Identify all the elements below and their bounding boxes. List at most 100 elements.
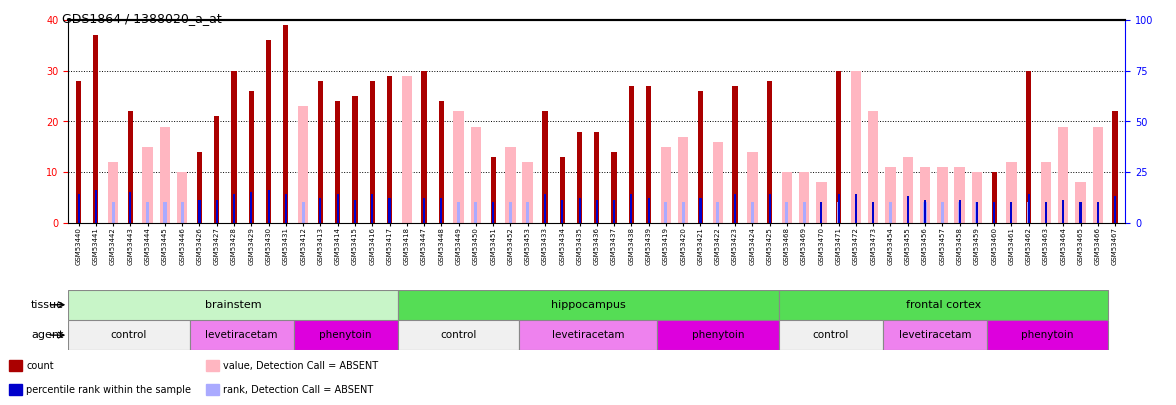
Bar [612, 152, 616, 223]
Bar [1045, 202, 1047, 223]
Text: control: control [813, 330, 849, 340]
Bar [160, 126, 171, 223]
Bar [298, 107, 308, 223]
Bar [579, 198, 581, 223]
Bar [181, 202, 183, 223]
Bar [767, 81, 773, 223]
Bar [112, 202, 115, 223]
Bar [492, 202, 494, 223]
Bar [596, 200, 597, 223]
Bar [189, 320, 294, 350]
Text: rank, Detection Call = ABSENT: rank, Detection Call = ABSENT [223, 385, 374, 395]
Bar [1027, 202, 1030, 223]
Bar [971, 172, 982, 223]
Bar [734, 194, 736, 223]
Text: phenytoin: phenytoin [691, 330, 744, 340]
Bar [454, 111, 463, 223]
Bar [128, 111, 133, 223]
Bar [95, 190, 96, 223]
Bar [883, 320, 987, 350]
Bar [750, 202, 754, 223]
Bar [1093, 126, 1103, 223]
Bar [679, 137, 688, 223]
Bar [178, 172, 187, 223]
Bar [987, 320, 1108, 350]
Bar [700, 198, 702, 223]
Bar [661, 147, 671, 223]
Bar [1075, 182, 1085, 223]
Bar [713, 142, 723, 223]
Bar [1028, 194, 1030, 223]
Bar [206, 384, 219, 395]
Bar [561, 200, 563, 223]
Bar [294, 320, 397, 350]
Bar [206, 360, 219, 371]
Bar [1058, 126, 1069, 223]
Bar [613, 200, 615, 223]
Bar [889, 202, 893, 223]
Bar [716, 202, 720, 223]
Bar [560, 157, 564, 223]
Text: levetiracetam: levetiracetam [552, 330, 624, 340]
Bar [199, 200, 201, 223]
Text: levetiracetam: levetiracetam [898, 330, 971, 340]
Bar [232, 71, 236, 223]
Bar [544, 194, 546, 223]
Text: phenytoin: phenytoin [319, 330, 372, 340]
Bar [335, 101, 340, 223]
Bar [397, 320, 519, 350]
Bar [747, 152, 757, 223]
Bar [779, 320, 883, 350]
Bar [9, 384, 21, 395]
Text: phenytoin: phenytoin [1021, 330, 1074, 340]
Bar [1114, 196, 1116, 223]
Bar [837, 194, 840, 223]
Text: agent: agent [31, 330, 64, 340]
Bar [388, 198, 390, 223]
Bar [1097, 202, 1098, 223]
Bar [490, 157, 496, 223]
Bar [129, 192, 132, 223]
Bar [850, 71, 861, 223]
Bar [519, 320, 657, 350]
Bar [439, 101, 445, 223]
Text: tissue: tissue [31, 300, 64, 310]
Bar [421, 71, 427, 223]
Bar [782, 172, 793, 223]
Bar [440, 198, 442, 223]
Bar [1041, 162, 1051, 223]
Bar [975, 202, 978, 223]
Bar [799, 172, 809, 223]
Bar [920, 167, 930, 223]
Bar [372, 194, 373, 223]
Bar [268, 190, 269, 223]
Bar [233, 194, 235, 223]
Bar [93, 36, 99, 223]
Bar [301, 202, 305, 223]
Bar [215, 200, 218, 223]
Bar [522, 162, 533, 223]
Text: brainstem: brainstem [205, 300, 261, 310]
Bar [855, 194, 857, 223]
Bar [802, 202, 806, 223]
Bar [976, 202, 978, 223]
Bar [266, 40, 272, 223]
Bar [1027, 71, 1031, 223]
Bar [163, 202, 167, 223]
Bar [68, 320, 189, 350]
Bar [470, 126, 481, 223]
Bar [868, 111, 878, 223]
Text: GDS1864 / 1388020_a_at: GDS1864 / 1388020_a_at [62, 12, 222, 25]
Bar [146, 202, 149, 223]
Bar [682, 202, 684, 223]
Text: percentile rank within the sample: percentile rank within the sample [26, 385, 192, 395]
Bar [506, 147, 515, 223]
Bar [214, 117, 220, 223]
Bar [196, 152, 202, 223]
Bar [923, 202, 927, 223]
Bar [1062, 200, 1064, 223]
Bar [886, 167, 896, 223]
Bar [630, 194, 633, 223]
Bar [1010, 202, 1013, 223]
Bar [907, 196, 909, 223]
